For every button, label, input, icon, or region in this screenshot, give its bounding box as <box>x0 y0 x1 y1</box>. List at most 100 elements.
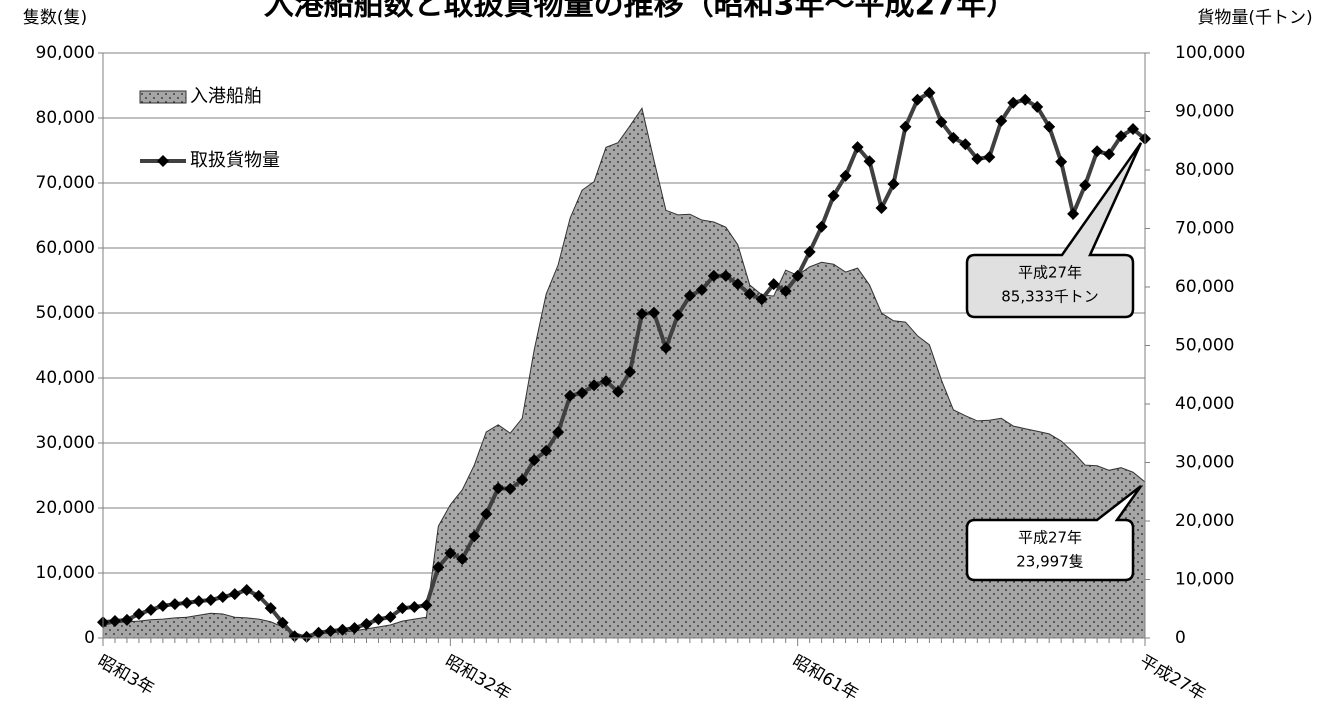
marker <box>875 202 888 215</box>
marker <box>108 615 121 628</box>
chart-title: 入港船舶数と取扱貨物量の推移（昭和3年～平成27年） <box>264 0 1017 23</box>
marker <box>1019 93 1032 106</box>
y2-tick-label: 10,000 <box>1175 570 1234 590</box>
marker <box>576 386 589 399</box>
marker <box>731 278 744 291</box>
marker <box>959 138 972 151</box>
marker <box>432 561 445 574</box>
marker <box>1127 123 1140 136</box>
marker <box>899 120 912 133</box>
marker <box>240 584 253 597</box>
marker <box>264 602 277 615</box>
marker <box>252 589 265 602</box>
marker <box>348 622 361 635</box>
y-axis-label: 隻数(隻) <box>23 8 87 28</box>
y2-tick-label: 80,000 <box>1175 160 1234 180</box>
marker <box>564 389 577 402</box>
marker <box>600 375 613 388</box>
marker <box>360 617 373 630</box>
marker <box>995 114 1008 127</box>
marker <box>671 309 684 322</box>
marker <box>683 289 696 302</box>
marker <box>168 598 181 611</box>
y-tick-label: 60,000 <box>36 238 95 258</box>
y2-tick-label: 70,000 <box>1175 219 1234 239</box>
marker <box>480 507 493 520</box>
marker <box>516 474 529 487</box>
y2-tick-label: 0 <box>1175 628 1186 648</box>
marker <box>384 610 397 623</box>
marker <box>456 553 469 566</box>
callout-text: 平成27年 <box>1018 529 1082 547</box>
marker <box>132 608 145 621</box>
callout-box <box>965 485 1143 582</box>
y-tick-label: 50,000 <box>36 303 95 323</box>
legend-label: 取扱貨物量 <box>190 150 280 171</box>
marker <box>911 93 924 106</box>
marker <box>887 178 900 191</box>
legend-label: 入港船舶 <box>190 86 262 107</box>
marker <box>396 602 409 615</box>
y2-axis-label: 貨物量(千トン) <box>1197 8 1312 28</box>
y-tick-label: 80,000 <box>36 108 95 128</box>
y-tick-label: 20,000 <box>36 498 95 518</box>
line <box>102 89 1147 639</box>
marker <box>288 630 301 643</box>
marker <box>827 189 840 202</box>
marker <box>863 155 876 168</box>
y-tick-label: 10,000 <box>36 563 95 583</box>
x-tick-label: 平成27年 <box>1136 651 1209 705</box>
marker <box>204 593 217 606</box>
marker <box>623 365 636 378</box>
marker <box>192 595 205 608</box>
marker <box>1007 96 1020 109</box>
y2-tick-label: 60,000 <box>1175 277 1234 297</box>
marker <box>947 131 960 144</box>
marker <box>612 385 625 398</box>
marker <box>336 623 349 636</box>
marker <box>444 547 457 560</box>
marker <box>1043 120 1056 133</box>
marker <box>779 285 792 298</box>
y2-tick-label: 30,000 <box>1175 453 1234 473</box>
marker <box>1103 148 1116 161</box>
callout-box <box>965 142 1143 319</box>
marker <box>1055 155 1068 168</box>
marker <box>312 626 325 639</box>
callout-text: 23,997隻 <box>1016 553 1084 571</box>
marker <box>767 278 780 291</box>
marker <box>971 152 984 165</box>
marker <box>983 151 996 164</box>
marker <box>707 269 720 282</box>
marker <box>635 307 648 320</box>
x-tick-label: 昭和32年 <box>441 651 514 705</box>
marker <box>468 530 481 543</box>
marker <box>659 341 672 354</box>
marker <box>1115 130 1128 143</box>
y2-tick-label: 40,000 <box>1175 394 1234 414</box>
legend-swatch <box>139 90 187 104</box>
marker <box>216 591 229 604</box>
area <box>102 107 1146 639</box>
marker <box>719 269 732 282</box>
y-tick-label: 90,000 <box>36 43 95 63</box>
marker <box>839 169 852 182</box>
marker <box>552 426 565 439</box>
marker <box>372 613 385 626</box>
y-tick-label: 70,000 <box>36 173 95 193</box>
marker <box>851 141 864 154</box>
marker <box>492 482 505 495</box>
marker <box>1067 207 1080 220</box>
marker <box>420 599 433 612</box>
y-tick-label: 0 <box>84 628 95 648</box>
marker <box>156 599 169 612</box>
marker <box>935 116 948 129</box>
marker <box>144 603 157 616</box>
y2-tick-label: 20,000 <box>1175 511 1234 531</box>
x-tick-label: 昭和61年 <box>789 651 862 705</box>
marker <box>588 379 601 392</box>
marker <box>1091 145 1104 158</box>
x-tick-label: 昭和3年 <box>94 651 158 699</box>
marker <box>1079 179 1092 192</box>
legend-marker <box>157 155 169 167</box>
